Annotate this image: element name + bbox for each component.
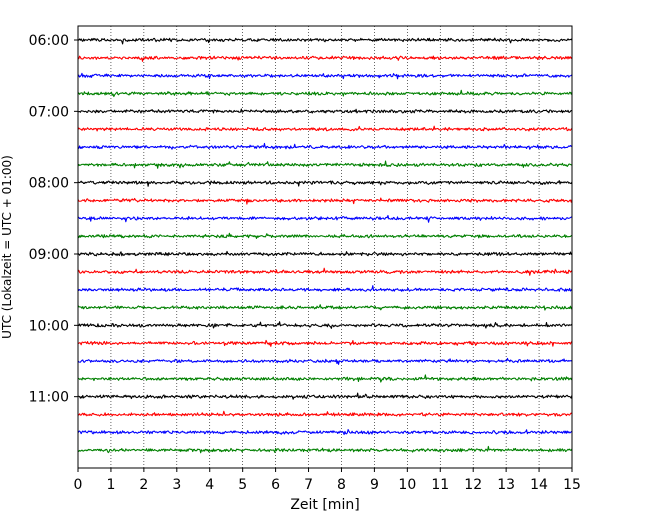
trace-line <box>77 429 573 436</box>
trace-line <box>77 89 573 98</box>
x-tick-label: 8 <box>337 477 346 493</box>
x-tick-label: 14 <box>530 477 548 493</box>
x-tick-label: 0 <box>74 477 83 493</box>
y-tick-label: 06:00 <box>29 33 69 49</box>
trace-line <box>77 374 573 383</box>
x-tick-label: 5 <box>238 477 247 493</box>
x-axis-ticks: 0 1 2 3 4 5 6 7 8 9 10 11 12 13 14 15 <box>74 468 581 493</box>
trace-line <box>77 304 573 311</box>
y-axis-ticks: 06:00 07:00 08:00 09:00 10:00 11:00 <box>29 33 78 406</box>
x-axis-label: Zeit [min] <box>290 497 359 513</box>
x-tick-label: 12 <box>464 477 482 493</box>
trace-line <box>77 214 573 223</box>
x-tick-label: 11 <box>431 477 449 493</box>
y-tick-label: 09:00 <box>29 247 69 263</box>
x-tick-label: 10 <box>398 477 416 493</box>
plot-frame <box>77 25 573 469</box>
x-tick-label: 13 <box>497 477 515 493</box>
y-axis-label: UTC (Lokalzeit = UTC + 01:00) <box>0 155 14 339</box>
trace-line <box>77 160 573 169</box>
x-tick-label: 4 <box>205 477 214 493</box>
x-tick-label: 7 <box>304 477 313 493</box>
trace-line <box>77 392 573 400</box>
x-tick-label: 15 <box>563 477 581 493</box>
trace-line <box>77 108 573 114</box>
trace-line <box>77 267 573 276</box>
trace-line <box>77 180 573 187</box>
x-tick-label: 6 <box>271 477 280 493</box>
trace-line <box>77 72 573 80</box>
y-tick-label: 11:00 <box>29 390 69 406</box>
trace-line <box>77 445 573 454</box>
trace-line <box>77 55 573 62</box>
grid-lines <box>110 26 540 468</box>
trace-line <box>77 410 573 417</box>
y-tick-label: 07:00 <box>29 104 69 120</box>
trace-line <box>77 357 573 365</box>
trace-line <box>77 232 573 239</box>
trace-line <box>77 321 573 329</box>
x-tick-label: 3 <box>172 477 181 493</box>
trace-line <box>77 250 573 257</box>
trace-line <box>77 197 573 205</box>
trace-line <box>77 339 573 347</box>
trace-line <box>77 125 573 132</box>
y-tick-label: 08:00 <box>29 176 69 192</box>
trace-line <box>77 142 573 150</box>
x-tick-label: 1 <box>106 477 115 493</box>
x-tick-label: 9 <box>370 477 379 493</box>
x-tick-label: 2 <box>139 477 148 493</box>
y-tick-label: 10:00 <box>29 318 69 334</box>
trace-lines <box>77 37 573 454</box>
trace-line <box>77 285 573 292</box>
trace-line <box>77 37 573 45</box>
